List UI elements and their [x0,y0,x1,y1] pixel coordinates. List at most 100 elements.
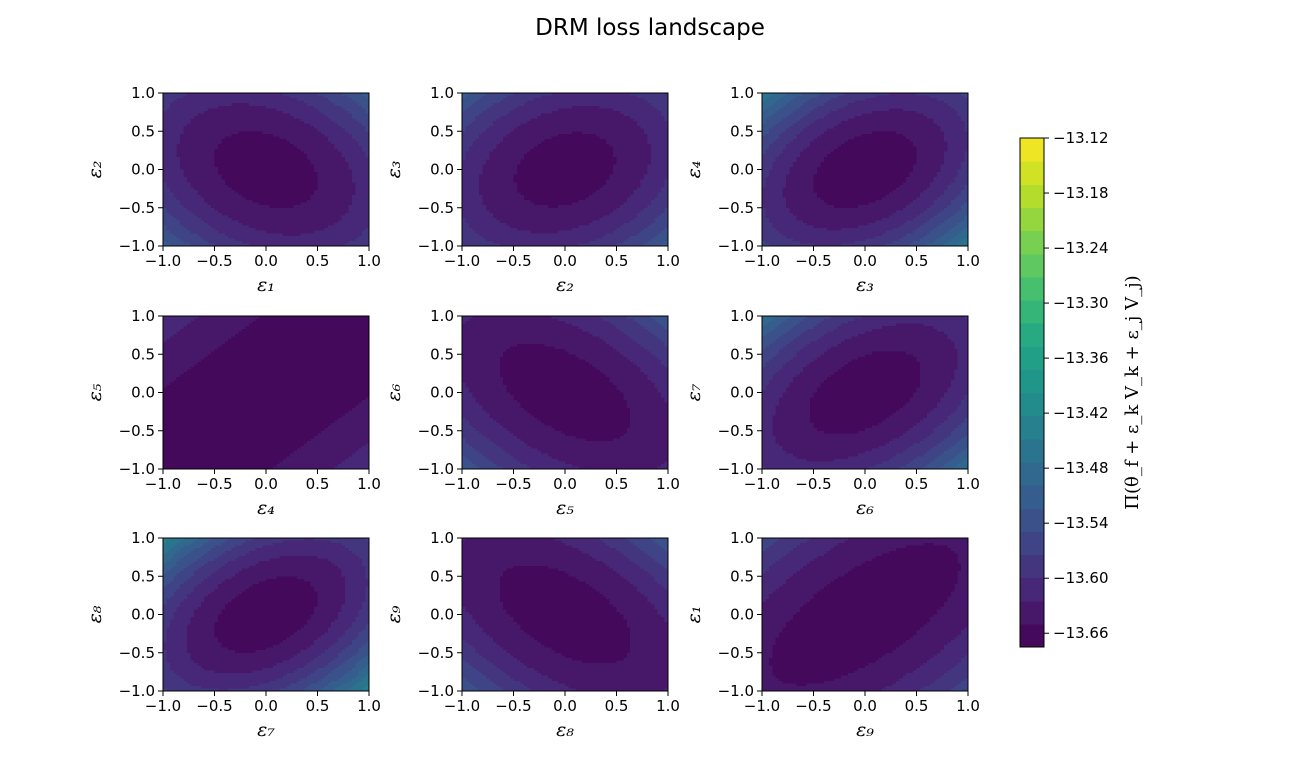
y-tick-label: 0.0 [131,384,155,402]
y-tick-label: 0.0 [730,161,754,179]
colorbar-band [1020,531,1044,555]
x-tick-label: 0.0 [254,252,278,270]
x-tick-label: 0.0 [254,697,278,715]
y-tick-label: −1.0 [119,460,155,478]
y-tick-label: −0.5 [119,422,155,440]
y-axis-label: ε₁ [683,606,705,624]
y-tick-label: 0.5 [730,122,754,140]
y-tick-label: −0.5 [418,422,454,440]
y-tick-label: 0.5 [730,567,754,585]
y-tick-label: −0.5 [418,644,454,662]
y-tick-label: 0.5 [430,567,454,585]
y-tick-label: −0.5 [418,199,454,217]
x-tick-label: 0.5 [905,252,929,270]
y-tick-label: 0.0 [430,606,454,624]
colorbar-band [1020,184,1044,208]
colorbar-band [1020,138,1044,162]
colorbar-tick-label: −13.24 [1053,239,1109,257]
y-tick-label: 1.0 [430,84,454,102]
y-axis-label: ε₅ [84,383,106,401]
y-tick-label: 0.0 [730,606,754,624]
y-tick-label: 1.0 [131,307,155,325]
x-axis-label: ε₆ [856,497,874,519]
x-tick-label: 0.5 [605,252,629,270]
x-axis-label: ε₇ [257,719,275,741]
colorbar-label: Π(θ_f + ε_k V_k + ε_j V_j) [1122,275,1143,509]
x-tick-label: 1.0 [656,252,680,270]
y-tick-label: −0.5 [119,644,155,662]
x-tick-label: 1.0 [357,697,381,715]
x-tick-label: −0.5 [795,252,831,270]
y-tick-label: −0.5 [119,199,155,217]
x-tick-label: 0.5 [905,697,929,715]
y-tick-label: −1.0 [418,460,454,478]
y-tick-label: 0.0 [131,606,155,624]
y-tick-label: 0.5 [730,345,754,363]
y-tick-label: 1.0 [730,307,754,325]
y-tick-label: 1.0 [131,84,155,102]
x-tick-label: −0.5 [196,475,232,493]
x-tick-label: 0.0 [254,475,278,493]
colorbar-tick-label: −13.18 [1053,184,1109,202]
colorbar-tick-label: −13.54 [1053,514,1109,532]
contour-field [462,538,669,692]
y-tick-label: −0.5 [718,199,754,217]
colorbar-band [1020,277,1044,301]
y-axis-label: ε₈ [84,605,106,623]
x-axis-label: ε₉ [856,719,874,741]
colorbar-band [1020,393,1044,417]
colorbar-band [1020,578,1044,602]
x-tick-label: 0.5 [306,697,330,715]
contour-field [762,316,969,470]
colorbar-band [1020,462,1044,486]
y-tick-label: 1.0 [430,307,454,325]
y-axis-label: ε₇ [683,383,705,401]
colorbar-tick-label: −13.42 [1053,404,1109,422]
colorbar-band [1020,254,1044,278]
subplot-grid: −1.0 −1.0 −0.5 −0.5 0.0 0.0 0.5 0.5 1.0 1.0 ε₁ ε₂ −1… [84,84,980,741]
x-tick-label: 0.0 [553,475,577,493]
colorbar-band [1020,207,1044,231]
x-tick-label: −0.5 [495,475,531,493]
y-tick-label: −0.5 [718,422,754,440]
colorbar-tick-label: −13.36 [1053,349,1109,367]
y-tick-label: 1.0 [430,529,454,547]
colorbar: −13.12−13.18−13.24−13.30−13.36−13.42−13.… [1020,129,1143,648]
contour-field [163,316,370,470]
contour-field [762,93,969,247]
x-axis-label: ε₃ [856,274,874,296]
x-tick-label: 1.0 [656,475,680,493]
y-tick-label: −1.0 [718,682,754,700]
x-tick-label: 0.5 [605,697,629,715]
y-tick-label: −1.0 [418,237,454,255]
y-tick-label: 1.0 [131,529,155,547]
colorbar-band [1020,300,1044,324]
colorbar-band [1020,554,1044,578]
x-axis-label: ε₅ [556,497,574,519]
y-axis-label: ε₂ [84,161,106,179]
y-tick-label: −1.0 [119,237,155,255]
x-tick-label: 0.0 [853,697,877,715]
y-tick-label: 0.0 [430,161,454,179]
y-tick-label: −1.0 [718,237,754,255]
contour-field [462,316,669,470]
contour-field [762,538,969,692]
x-tick-label: −0.5 [495,252,531,270]
y-tick-label: 0.5 [430,345,454,363]
y-tick-label: −1.0 [418,682,454,700]
x-tick-label: 0.0 [853,252,877,270]
x-tick-label: 0.5 [605,475,629,493]
y-tick-label: −0.5 [718,644,754,662]
y-tick-label: 1.0 [730,84,754,102]
x-tick-label: 1.0 [656,697,680,715]
x-tick-label: 0.0 [553,697,577,715]
